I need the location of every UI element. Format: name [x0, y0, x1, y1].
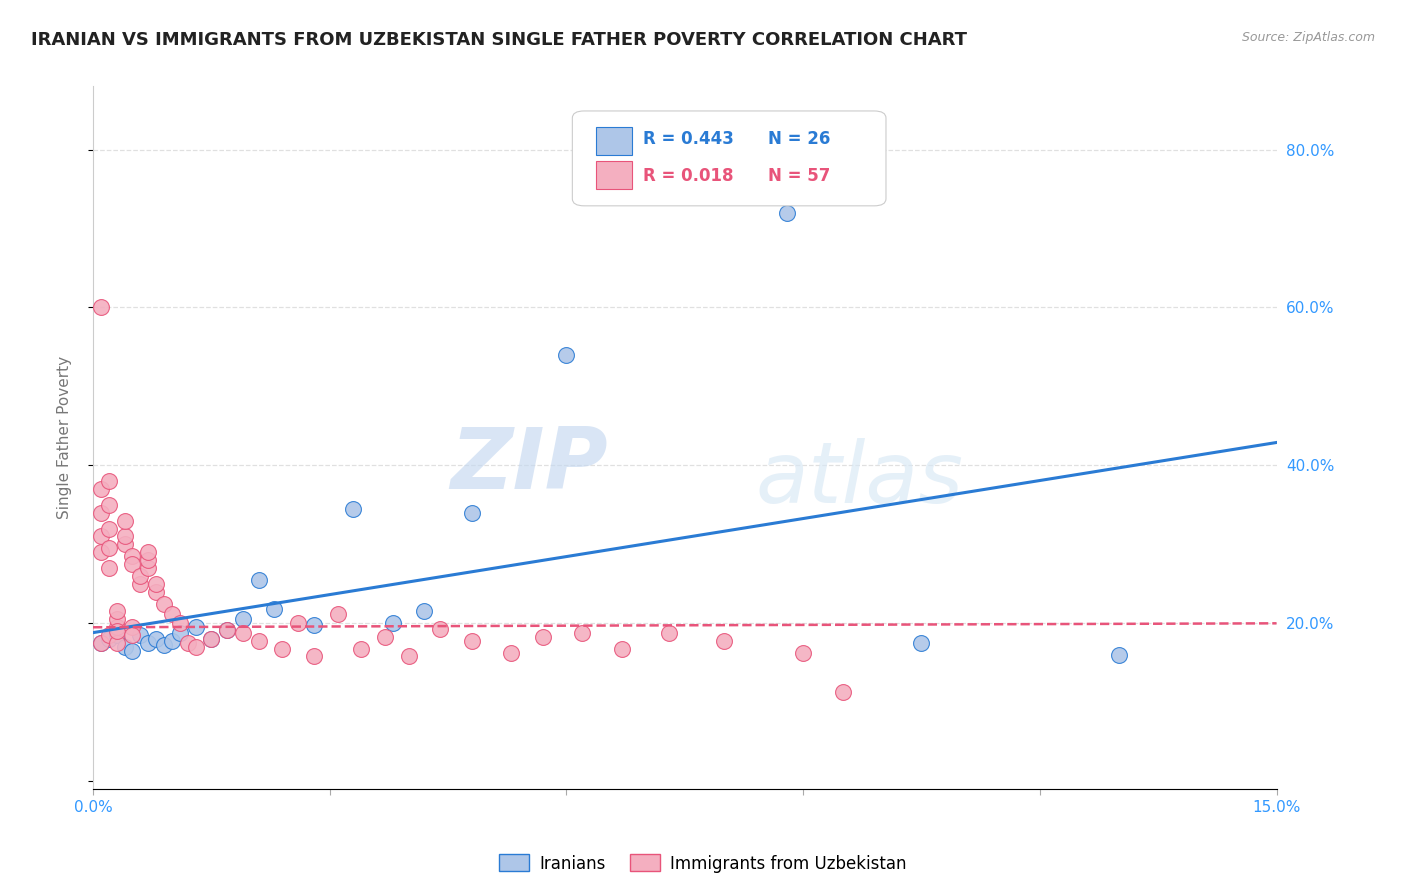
Point — [381, 616, 404, 631]
Point — [160, 607, 183, 621]
Point — [105, 612, 128, 626]
Point — [398, 649, 420, 664]
Point — [501, 646, 523, 660]
Point — [184, 640, 207, 654]
Point — [271, 641, 294, 656]
Point — [97, 632, 120, 646]
Point — [217, 623, 239, 637]
Point — [200, 632, 222, 646]
Point — [105, 624, 128, 639]
Point — [114, 514, 136, 528]
Text: R = 0.443: R = 0.443 — [644, 130, 734, 148]
Point — [776, 205, 799, 219]
Point — [136, 636, 159, 650]
Point — [413, 605, 436, 619]
Point — [169, 616, 191, 631]
Point — [1108, 648, 1130, 662]
Point — [90, 636, 112, 650]
Text: Source: ZipAtlas.com: Source: ZipAtlas.com — [1241, 31, 1375, 45]
Point — [910, 636, 932, 650]
Point — [429, 622, 451, 636]
Point — [90, 506, 112, 520]
Point — [658, 625, 681, 640]
Point — [105, 620, 128, 634]
Point — [232, 625, 254, 640]
Point — [713, 633, 735, 648]
Point — [555, 348, 578, 362]
Point — [121, 644, 143, 658]
Point — [153, 597, 176, 611]
Point — [90, 545, 112, 559]
Point — [571, 625, 593, 640]
Point — [129, 569, 152, 583]
Point — [200, 632, 222, 646]
Point — [145, 632, 167, 646]
Point — [326, 607, 349, 621]
Point — [105, 636, 128, 650]
Point — [114, 640, 136, 654]
Point — [90, 529, 112, 543]
Point — [342, 501, 364, 516]
Point — [121, 628, 143, 642]
Bar — [596, 161, 631, 189]
Point — [610, 641, 633, 656]
Point — [90, 482, 112, 496]
Point — [97, 498, 120, 512]
Point — [160, 633, 183, 648]
Text: atlas: atlas — [756, 439, 963, 522]
Y-axis label: Single Father Poverty: Single Father Poverty — [58, 356, 72, 519]
Text: N = 26: N = 26 — [768, 130, 830, 148]
Point — [153, 639, 176, 653]
Point — [232, 612, 254, 626]
Point — [461, 633, 484, 648]
Point — [136, 545, 159, 559]
Text: N = 57: N = 57 — [768, 167, 830, 185]
Point — [97, 561, 120, 575]
Point — [105, 628, 128, 642]
Point — [531, 630, 554, 644]
Point — [374, 630, 396, 644]
Point — [302, 618, 325, 632]
Point — [831, 685, 853, 699]
Point — [176, 636, 198, 650]
Point — [129, 577, 152, 591]
Text: ZIP: ZIP — [450, 425, 607, 508]
Point — [217, 623, 239, 637]
Point — [302, 649, 325, 664]
Point — [105, 605, 128, 619]
Point — [247, 573, 270, 587]
Point — [145, 584, 167, 599]
FancyBboxPatch shape — [572, 111, 886, 206]
Point — [97, 541, 120, 556]
Text: IRANIAN VS IMMIGRANTS FROM UZBEKISTAN SINGLE FATHER POVERTY CORRELATION CHART: IRANIAN VS IMMIGRANTS FROM UZBEKISTAN SI… — [31, 31, 967, 49]
Point — [145, 577, 167, 591]
Point — [247, 633, 270, 648]
Legend: Iranians, Immigrants from Uzbekistan: Iranians, Immigrants from Uzbekistan — [492, 847, 914, 880]
Point — [90, 636, 112, 650]
Point — [263, 602, 285, 616]
Point — [90, 301, 112, 315]
Point — [136, 553, 159, 567]
Point — [461, 506, 484, 520]
Bar — [596, 128, 631, 155]
Point — [114, 529, 136, 543]
Point — [792, 646, 814, 660]
Point — [97, 522, 120, 536]
Point — [184, 620, 207, 634]
Point — [114, 537, 136, 551]
Point — [136, 561, 159, 575]
Point — [350, 641, 373, 656]
Point — [97, 628, 120, 642]
Point — [129, 628, 152, 642]
Point — [169, 625, 191, 640]
Point — [121, 549, 143, 564]
Point — [97, 474, 120, 488]
Text: R = 0.018: R = 0.018 — [644, 167, 734, 185]
Point — [121, 620, 143, 634]
Point — [287, 616, 309, 631]
Point — [121, 557, 143, 571]
